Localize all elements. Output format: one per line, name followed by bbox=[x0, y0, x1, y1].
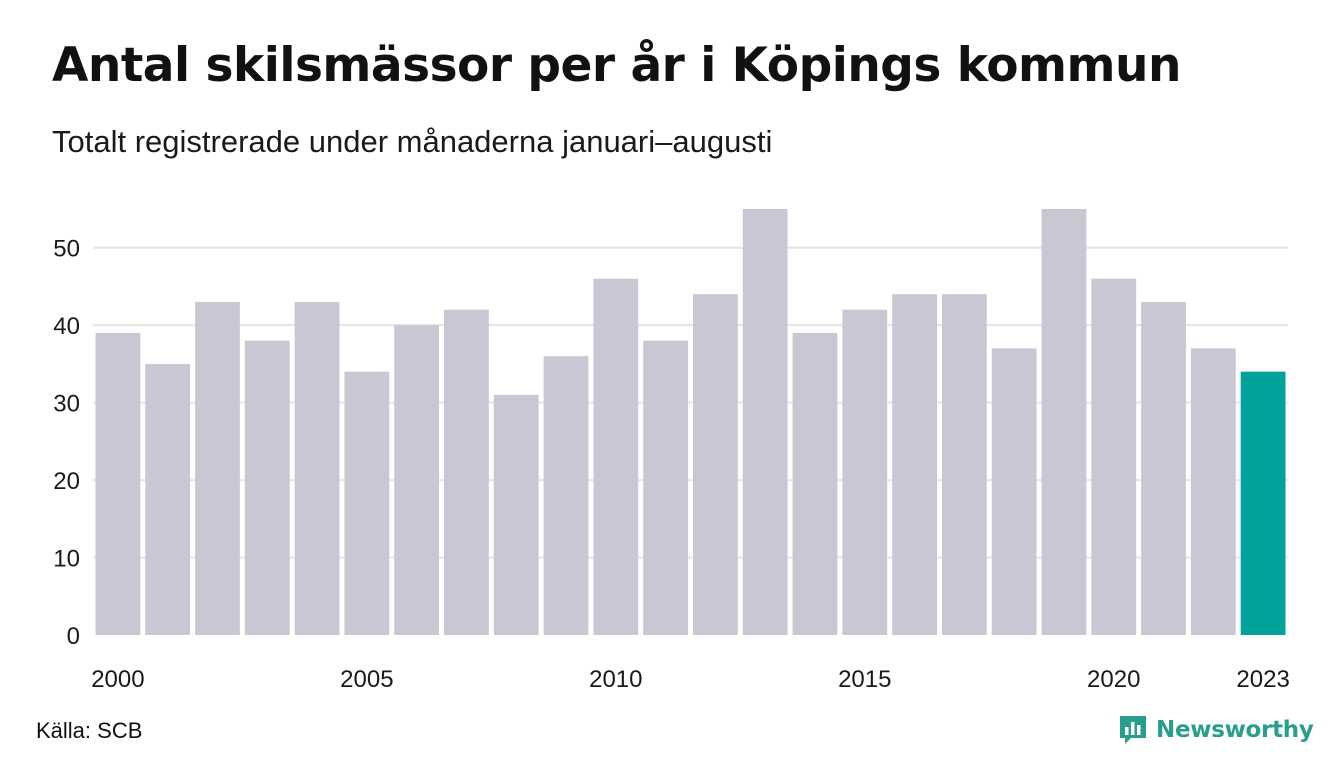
brand-name: Newsworthy bbox=[1156, 717, 1314, 743]
bar-2020 bbox=[1091, 278, 1137, 635]
y-tick-label: 50 bbox=[53, 236, 80, 263]
x-tick-label: 2015 bbox=[838, 666, 891, 693]
x-tick-label: 2000 bbox=[91, 666, 144, 693]
bar-2002 bbox=[195, 301, 240, 635]
bar-2012 bbox=[693, 294, 738, 635]
chart-title: Antal skilsmässor per år i Köpings kommu… bbox=[52, 38, 1181, 93]
y-tick-label: 20 bbox=[53, 468, 80, 495]
bar-2014 bbox=[792, 332, 838, 635]
bar-2000 bbox=[95, 332, 141, 635]
source-label: Källa: SCB bbox=[36, 718, 143, 743]
bar-2007 bbox=[444, 309, 489, 635]
y-tick-label: 10 bbox=[53, 546, 80, 573]
bar-2017 bbox=[941, 294, 987, 635]
bar-2015 bbox=[842, 309, 888, 635]
bar-2013 bbox=[742, 209, 788, 635]
bar-2022 bbox=[1190, 348, 1236, 635]
bar-2018 bbox=[991, 348, 1037, 635]
bar-2016 bbox=[892, 294, 937, 635]
bar-2019 bbox=[1041, 209, 1087, 635]
bar-2003 bbox=[244, 340, 290, 635]
bar-2009 bbox=[543, 356, 589, 635]
bar-2006 bbox=[394, 325, 440, 635]
y-tick-label: 40 bbox=[53, 313, 80, 340]
bar-2004 bbox=[294, 301, 340, 635]
x-tick-label: 2010 bbox=[589, 666, 642, 693]
bar-2021 bbox=[1141, 301, 1186, 635]
bar-2001 bbox=[145, 363, 191, 635]
x-tick-label: 2023 bbox=[1236, 666, 1289, 693]
bar-2005 bbox=[344, 371, 390, 635]
newsworthy-logo-icon bbox=[1120, 716, 1146, 744]
chart-subtitle: Totalt registrerade under månaderna janu… bbox=[52, 124, 773, 159]
bar-2010 bbox=[593, 278, 639, 635]
bar-2008 bbox=[493, 394, 539, 635]
x-tick-label: 2005 bbox=[340, 666, 393, 693]
brand-logo: Newsworthy bbox=[1118, 714, 1314, 746]
bar-2023 bbox=[1240, 371, 1286, 635]
y-tick-label: 30 bbox=[53, 391, 80, 418]
y-tick-label: 0 bbox=[67, 623, 80, 650]
x-tick-label: 2020 bbox=[1087, 666, 1140, 693]
bar-2011 bbox=[643, 340, 688, 635]
